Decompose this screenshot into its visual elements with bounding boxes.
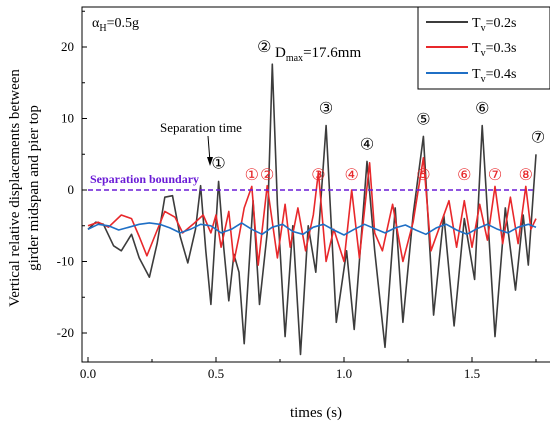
y-axis-title-line1: Vertical relative displacements between	[7, 69, 23, 307]
marker-black: ②	[257, 39, 271, 56]
legend-value-0: =0.2s	[486, 16, 517, 31]
separation-boundary-label: Separation boundary	[90, 172, 199, 186]
y-tick-label: 10	[61, 111, 74, 126]
x-tick-label: 0.5	[208, 366, 224, 381]
legend-symbol-0: T	[472, 16, 481, 31]
separation-time-arrowhead	[207, 157, 213, 166]
plot-frame	[81, 6, 550, 363]
legend-value-1: =0.3s	[486, 41, 517, 56]
y-axis-title-line2: girder midspan and pier top	[26, 105, 42, 271]
x-axis-title: times (s)	[290, 405, 342, 421]
legend-sub-0: v	[481, 23, 486, 34]
condition-symbol: α	[92, 16, 100, 31]
legend-label-0: Tv=0.2s	[472, 16, 516, 34]
x-tick-label: 1.0	[336, 366, 352, 381]
marker-red: ⑤	[416, 167, 430, 184]
marker-black: ④	[360, 136, 374, 153]
series-group	[87, 63, 537, 356]
marker-black: ⑥	[475, 101, 489, 118]
series-line-1	[87, 157, 537, 266]
marker-black: ③	[319, 101, 333, 118]
marker-red: ⑥	[457, 167, 471, 184]
marker-red: ⑦	[488, 167, 502, 184]
x-tick-label: 0.0	[80, 366, 96, 381]
dmax-sub: max	[286, 53, 303, 64]
condition-value: =0.5g	[107, 16, 139, 31]
legend-sub-1: v	[481, 48, 486, 59]
legend-value-2: =0.4s	[486, 67, 517, 82]
y-tick-label: -10	[57, 254, 74, 269]
series-line-2	[87, 222, 537, 236]
marker-red: ③	[311, 167, 325, 184]
legend-sub-2: v	[481, 74, 486, 85]
x-tick-label: 1.5	[464, 366, 480, 381]
y-tick-label: 0	[68, 182, 75, 197]
legend-label-1: Tv=0.3s	[472, 41, 516, 59]
marker-black: ⑤	[416, 111, 430, 128]
marker-red: ⑧	[519, 167, 533, 184]
legend-symbol-2: T	[472, 67, 481, 82]
series-line-0	[87, 63, 537, 356]
marker-red: ④	[345, 167, 359, 184]
condition-label: αH=0.5g	[92, 16, 139, 34]
dmax-value: =17.6mm	[303, 45, 361, 61]
legend-symbol-1: T	[472, 41, 481, 56]
marker-black: ⑦	[531, 129, 545, 146]
condition-sub: H	[99, 23, 106, 34]
dmax-label: Dmax=17.6mm	[275, 45, 361, 64]
marker-red: ②	[260, 167, 274, 184]
y-tick-label: 20	[61, 39, 74, 54]
y-tick-label: -20	[57, 325, 74, 340]
legend: Tv=0.2s Tv=0.3s Tv=0.4s	[417, 6, 550, 90]
separation-time-label: Separation time	[160, 120, 242, 135]
marker-red: ①	[245, 167, 259, 184]
dmax-prefix: D	[275, 45, 286, 61]
legend-label-2: Tv=0.4s	[472, 67, 516, 85]
marker-black: ①	[211, 155, 225, 172]
